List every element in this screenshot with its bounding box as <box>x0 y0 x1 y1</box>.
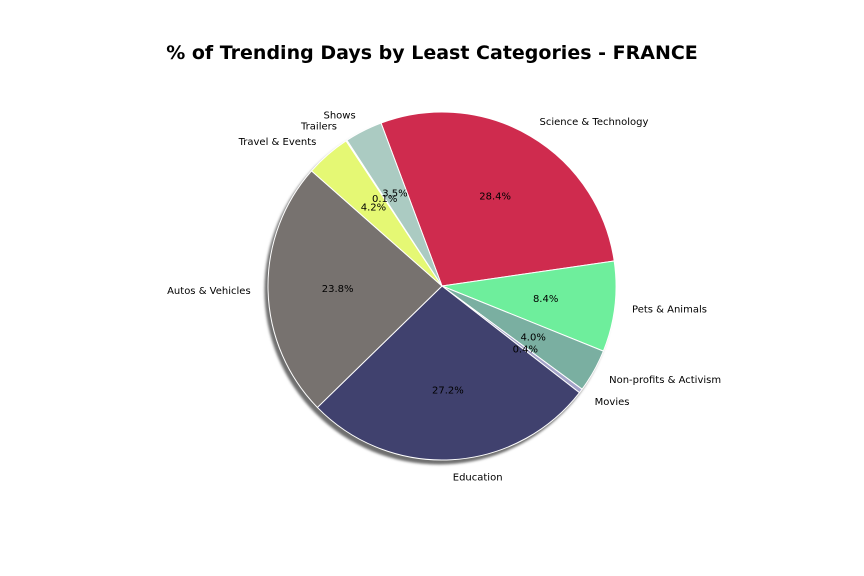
slice-label-travel-and-events: Travel & Events <box>238 137 317 148</box>
slice-pct-pets-and-animals: 8.4% <box>533 294 558 305</box>
slice-label-education: Education <box>453 473 503 484</box>
pie-labels: Science & Technology 28.4% Pets & Animals 8… <box>167 111 721 484</box>
slice-label-autos-and-vehicles: Autos & Vehicles <box>167 286 251 297</box>
slice-label-science-and-technology: Science & Technology <box>539 117 648 128</box>
slice-pct-science-and-technology: 28.4% <box>479 192 511 203</box>
pie-slices <box>267 111 617 461</box>
pie-slice-science-and-technology <box>380 111 615 287</box>
slice-pct-education: 27.2% <box>432 386 464 397</box>
pie-slice-autos-and-vehicles <box>267 170 443 408</box>
slice-label-trailers: Trailers <box>300 121 337 132</box>
slice-label-shows: Shows <box>323 111 355 122</box>
slice-pct-shows: 3.5% <box>382 188 407 199</box>
chart-title: % of Trending Days by Least Categories -… <box>166 42 698 64</box>
slice-pct-movies: 0.4% <box>513 344 538 355</box>
pie-slice-shows <box>346 122 443 287</box>
slice-pct-non-profits-and-activism: 4.0% <box>520 332 545 343</box>
slice-label-non-profits-and-activism: Non-profits & Activism <box>609 375 721 386</box>
pie-slice-education <box>316 285 580 461</box>
slice-label-movies: Movies <box>595 397 630 408</box>
slice-pct-travel-and-events: 4.2% <box>361 203 386 214</box>
pie-slice-pets-and-animals <box>441 260 617 352</box>
slice-pct-trailers: 0.1% <box>372 194 397 205</box>
slice-pct-autos-and-vehicles: 23.8% <box>322 284 354 295</box>
slice-label-pets-and-animals: Pets & Animals <box>632 304 707 315</box>
